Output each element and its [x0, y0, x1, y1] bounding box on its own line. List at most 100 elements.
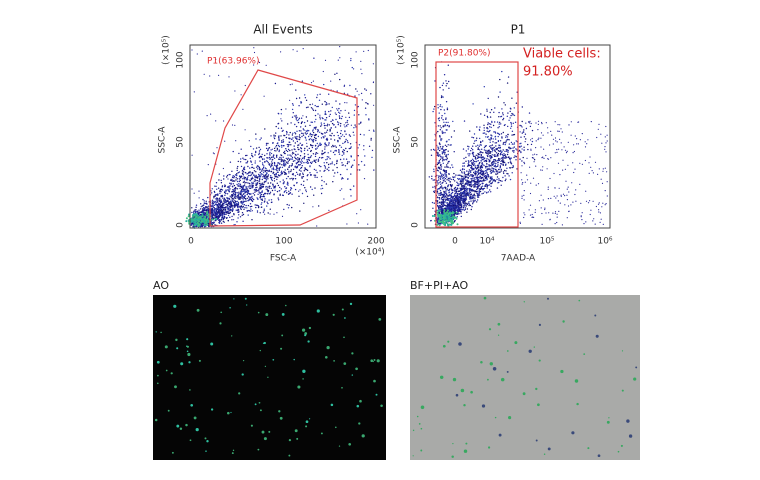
texture-dot [499, 167, 501, 169]
texture-dot [332, 169, 334, 171]
texture-dot [487, 191, 490, 193]
texture-dot [261, 153, 263, 156]
texture-dot [503, 153, 505, 155]
texture-dot [262, 184, 264, 186]
texture-dot [507, 112, 509, 114]
texture-dot [288, 204, 290, 206]
texture-dot [488, 145, 491, 147]
texture-dot [357, 147, 359, 149]
texture-dot [446, 188, 448, 190]
texture-dot [489, 151, 492, 153]
texture-dot [457, 174, 459, 176]
texture-dot [206, 203, 208, 205]
texture-dot [239, 179, 241, 182]
texture-dot [505, 157, 507, 159]
texture-dot [273, 173, 276, 176]
texture-dot [501, 108, 503, 110]
texture-dot [276, 178, 278, 181]
texture-dot [445, 191, 447, 193]
texture-dot [306, 169, 309, 172]
texture-dot [330, 127, 332, 129]
texture-dot [440, 138, 442, 140]
texture-dot [280, 170, 283, 172]
texture-dot [232, 150, 234, 153]
texture-dot [221, 189, 224, 191]
texture-dot [272, 171, 275, 173]
texture-dot [309, 172, 311, 174]
texture-dot [229, 182, 231, 184]
texture-dot [203, 217, 206, 220]
texture-dot [357, 105, 359, 108]
texture-dot [301, 157, 304, 159]
texture-dot [450, 205, 453, 207]
texture-dot [273, 154, 275, 156]
texture-dot [304, 167, 306, 169]
texture-dot [513, 151, 515, 153]
texture-dot [275, 125, 277, 128]
texture-dot [504, 154, 506, 156]
texture-dot [433, 202, 435, 204]
texture-dot [249, 179, 251, 181]
texture-dot [236, 192, 238, 194]
texture-dot [242, 181, 245, 183]
texture-dot [474, 180, 476, 183]
texture-dot [364, 155, 366, 157]
texture-dot [247, 200, 249, 202]
texture-dot [198, 211, 200, 213]
texture-dot [469, 185, 471, 187]
texture-dot [440, 185, 443, 187]
texture-dot [289, 189, 292, 191]
texture-dot [463, 195, 465, 197]
texture-dot [247, 204, 250, 207]
texture-dot [263, 201, 266, 203]
texture-dot [252, 192, 254, 195]
texture-dot [298, 195, 300, 197]
texture-dot [283, 191, 285, 193]
texture-dot [229, 161, 232, 163]
gate-polygon [209, 69, 358, 227]
texture-dot [285, 157, 287, 160]
texture-dot [317, 160, 320, 162]
texture-dot [295, 97, 298, 100]
texture-dot [225, 190, 227, 192]
texture-dot [204, 215, 207, 218]
texture-dot [436, 163, 439, 166]
texture-dot [244, 192, 246, 194]
texture-dot [446, 206, 448, 209]
texture-dot [486, 126, 488, 129]
texture-dot [305, 191, 307, 193]
texture-dot [470, 159, 472, 162]
texture-dot [494, 138, 497, 140]
texture-dot [490, 138, 492, 140]
texture-dot [280, 51, 282, 53]
texture-dot [466, 170, 468, 172]
texture-dot [470, 147, 473, 150]
texture-dot [308, 130, 310, 132]
texture-dot [226, 203, 228, 205]
texture-dot [226, 197, 228, 199]
texture-dot [329, 158, 331, 160]
texture-dot [466, 176, 468, 178]
texture-dot [324, 100, 326, 103]
texture-dot [234, 205, 236, 207]
texture-dot [211, 188, 213, 190]
texture-dot [298, 105, 300, 107]
texture-dot [245, 190, 247, 192]
texture-dot [328, 115, 331, 118]
texture-dot [346, 223, 348, 225]
texture-dot [198, 209, 200, 211]
texture-dot [491, 151, 493, 153]
texture-dot [300, 122, 303, 125]
texture-dot [220, 182, 223, 184]
texture-dot [315, 161, 317, 164]
texture-dot [205, 200, 207, 202]
texture-dot [473, 196, 475, 199]
texture-dot [516, 149, 518, 151]
texture-dot [500, 170, 502, 172]
texture-dot [313, 138, 315, 141]
texture-dot [261, 162, 264, 164]
texture-dot [479, 149, 481, 151]
x-tick-label: 200 [367, 237, 384, 247]
texture-dot [201, 205, 203, 207]
texture-dot [320, 165, 322, 168]
